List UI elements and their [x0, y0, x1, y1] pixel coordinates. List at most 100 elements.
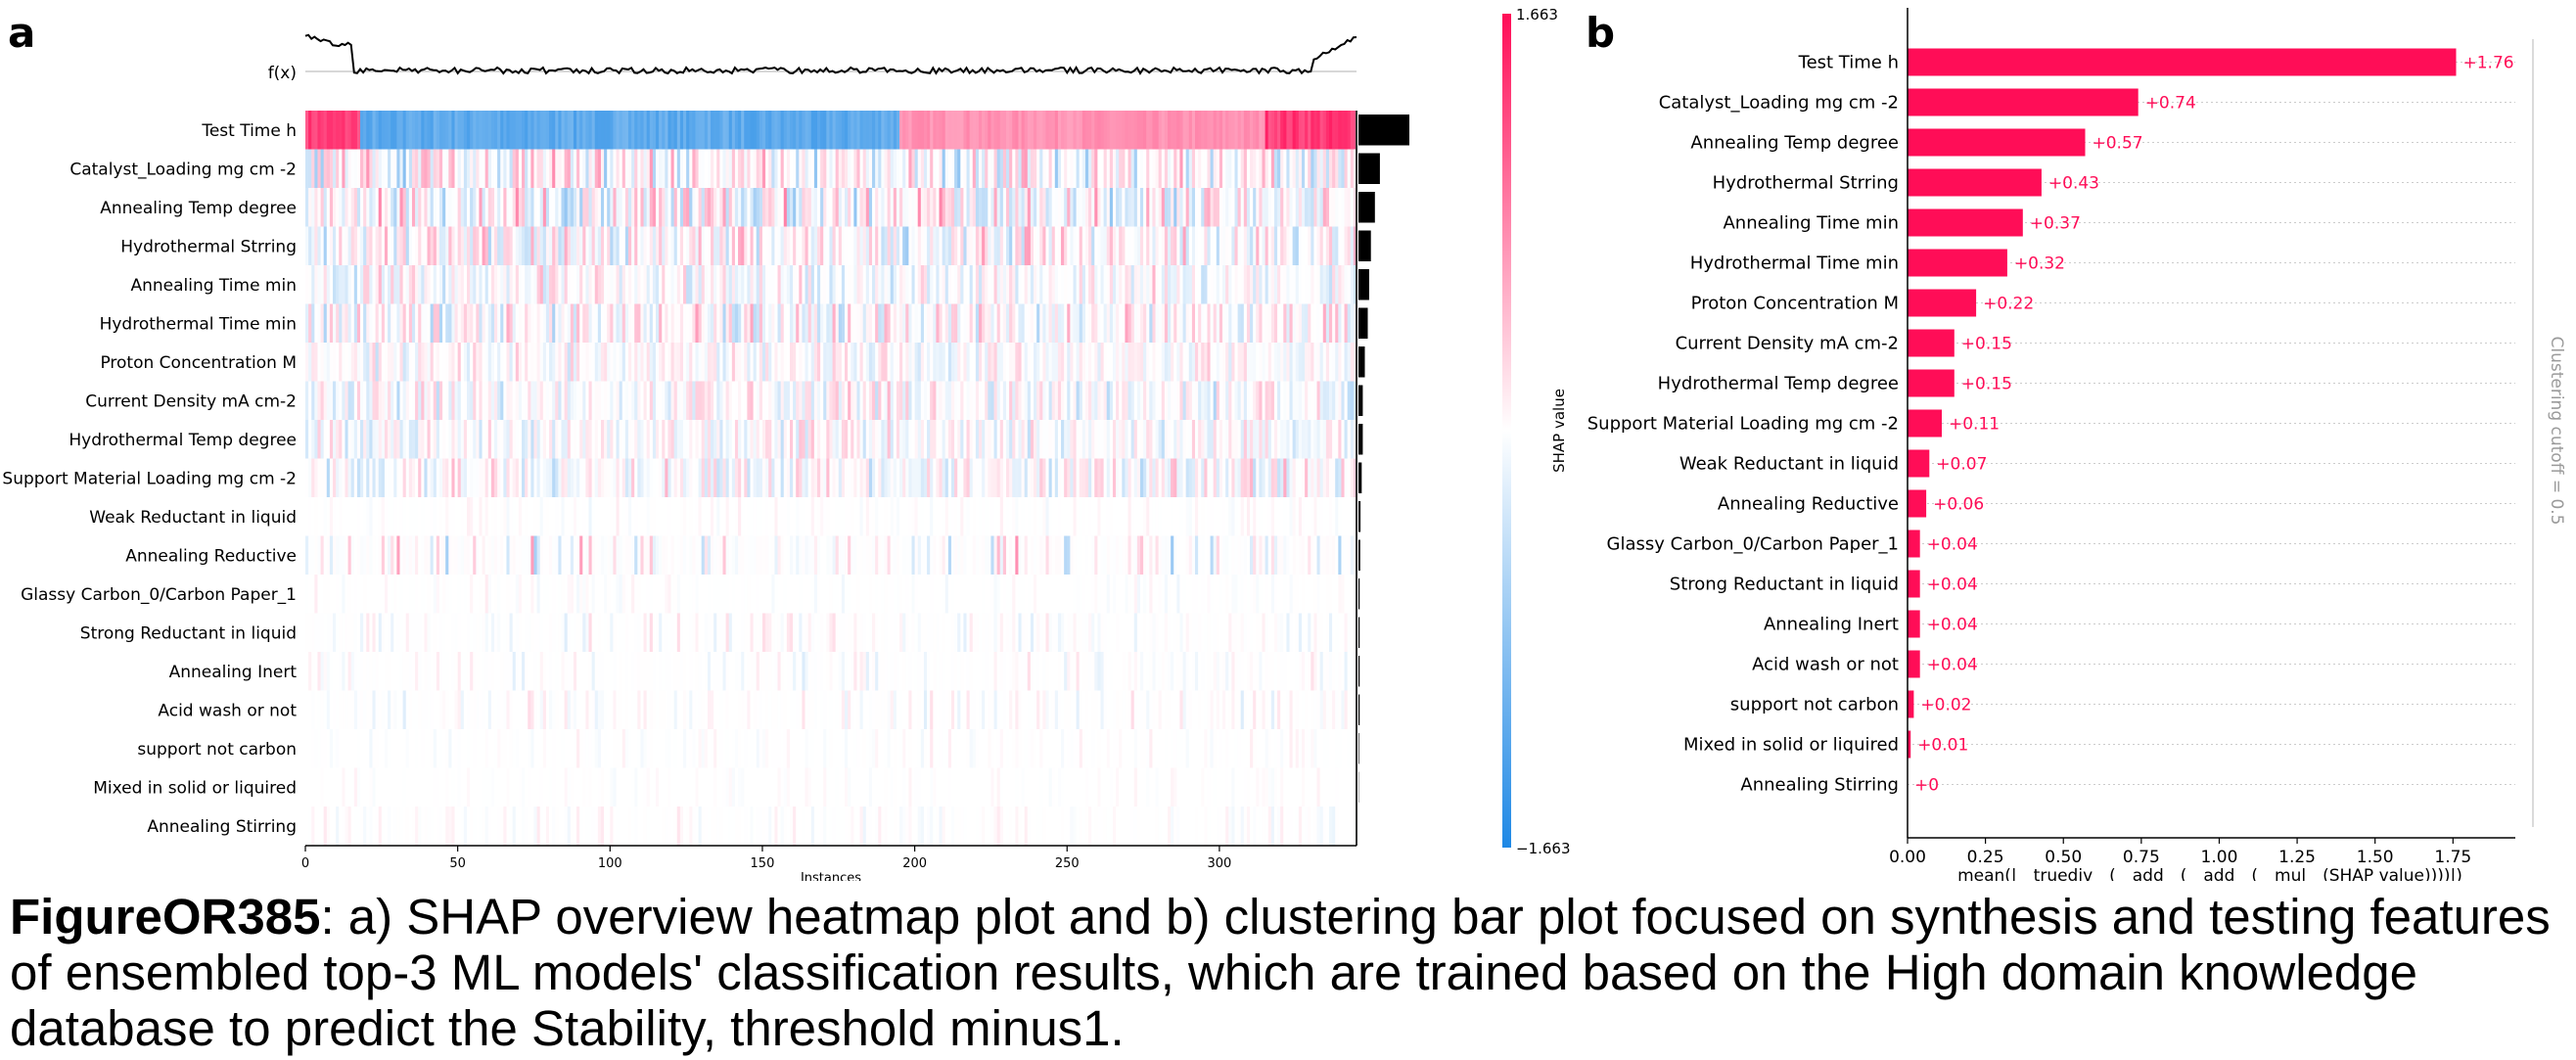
- heatmap-cell: [320, 226, 325, 265]
- heatmap-cell: [466, 575, 471, 614]
- heatmap-cell: [1213, 188, 1218, 227]
- heatmap-cell: [384, 111, 389, 150]
- heatmap-cell: [640, 535, 645, 575]
- heatmap-cell: [1338, 343, 1343, 382]
- heatmap-cell: [1325, 303, 1330, 343]
- heatmap-cell: [1344, 149, 1349, 188]
- heatmap-cell: [933, 111, 937, 150]
- heatmap-cell: [624, 613, 629, 652]
- heatmap-cell: [1057, 111, 1062, 150]
- heatmap-cell: [689, 226, 693, 265]
- heatmap-cell: [1289, 343, 1294, 382]
- heatmap-cell: [1311, 226, 1315, 265]
- heatmap-cell: [1280, 458, 1284, 497]
- heatmap-cell: [899, 188, 903, 227]
- heatmap-cell: [522, 265, 526, 304]
- heatmap-cell: [805, 535, 809, 575]
- heatmap-cell: [1109, 303, 1114, 343]
- heatmap-cell: [875, 343, 879, 382]
- heatmap-cell: [314, 188, 319, 227]
- heatmap-cell: [893, 575, 897, 614]
- heatmap-cell: [917, 420, 922, 459]
- heatmap-cell: [768, 303, 772, 343]
- heatmap-cell: [716, 149, 720, 188]
- heatmap-cell: [978, 458, 983, 497]
- heatmap-cell: [1298, 497, 1303, 536]
- heatmap-cell: [1305, 188, 1309, 227]
- heatmap-cell: [950, 458, 955, 497]
- heatmap-cell: [1228, 381, 1232, 420]
- heatmap-cell: [676, 111, 681, 150]
- heatmap-cell: [1006, 265, 1010, 304]
- heatmap-cell: [345, 149, 349, 188]
- heatmap-cell: [859, 535, 864, 575]
- heatmap-cell: [375, 613, 380, 652]
- heatmap-cell: [719, 343, 724, 382]
- heatmap-cell: [594, 535, 599, 575]
- heatmap-cell: [1328, 575, 1333, 614]
- heatmap-cell: [939, 381, 943, 420]
- heatmap-cell: [957, 303, 961, 343]
- heatmap-cell: [1262, 343, 1266, 382]
- heatmap-cell: [1130, 303, 1135, 343]
- heatmap-cell: [679, 652, 684, 691]
- heatmap-cell: [969, 265, 974, 304]
- heatmap-cell: [911, 497, 916, 536]
- heatmap-cell: [530, 149, 535, 188]
- heatmap-cell: [643, 381, 648, 420]
- heatmap-cell: [738, 497, 742, 536]
- heatmap-cell: [838, 575, 843, 614]
- heatmap-cell: [744, 303, 748, 343]
- heatmap-cell: [761, 188, 766, 227]
- heatmap-cell: [966, 458, 971, 497]
- heatmap-cell: [999, 613, 1004, 652]
- heatmap-cell: [936, 535, 941, 575]
- heatmap-cell: [823, 458, 827, 497]
- heatmap-cell: [1234, 343, 1239, 382]
- heatmap-cell: [1073, 420, 1078, 459]
- heatmap-cell: [634, 458, 638, 497]
- heatmap-cell: [336, 149, 340, 188]
- heatmap-cell: [1127, 613, 1132, 652]
- heatmap-cell: [353, 420, 358, 459]
- heatmap-cell: [1277, 497, 1281, 536]
- heatmap-cell: [728, 652, 733, 691]
- heatmap-cell: [1054, 303, 1059, 343]
- heatmap-cell: [1143, 303, 1147, 343]
- heatmap-cell: [851, 265, 854, 304]
- heatmap-cell: [807, 575, 812, 614]
- heatmap-cell: [711, 188, 714, 227]
- heatmap-cell: [597, 535, 602, 575]
- heatmap-cell: [802, 575, 806, 614]
- heatmap-cell: [1133, 575, 1138, 614]
- heatmap-cell: [698, 303, 703, 343]
- heatmap-cell: [1079, 420, 1083, 459]
- heatmap-cell: [768, 226, 772, 265]
- heatmap-cell: [1081, 265, 1086, 304]
- heatmap-cell: [670, 343, 675, 382]
- heatmap-cell: [573, 226, 577, 265]
- heatmap-cell: [972, 613, 977, 652]
- heatmap-cell: [853, 303, 858, 343]
- heatmap-cell: [1152, 265, 1157, 304]
- heatmap-cell: [405, 575, 410, 614]
- heatmap-cell: [494, 381, 498, 420]
- heatmap-cell: [902, 111, 906, 150]
- heatmap-cell: [597, 497, 602, 536]
- heatmap-cell: [810, 535, 815, 575]
- heatmap-cell: [518, 111, 523, 150]
- heatmap-cell: [1139, 575, 1144, 614]
- heatmap-cell: [1103, 575, 1108, 614]
- heatmap-cell: [1328, 303, 1333, 343]
- heatmap-cell: [796, 381, 800, 420]
- heatmap-cell: [1253, 535, 1257, 575]
- heatmap-cell: [350, 149, 355, 188]
- heatmap-cell: [905, 613, 909, 652]
- heatmap-cell: [1091, 497, 1095, 536]
- heatmap-cell: [1076, 343, 1081, 382]
- heatmap-cell: [1045, 613, 1050, 652]
- heatmap-cell: [1253, 575, 1257, 614]
- heatmap-cell: [896, 343, 900, 382]
- heatmap-cell: [963, 381, 968, 420]
- heatmap-cell: [552, 458, 556, 497]
